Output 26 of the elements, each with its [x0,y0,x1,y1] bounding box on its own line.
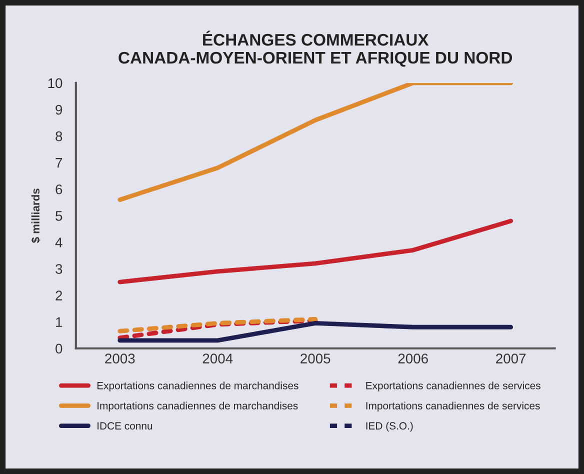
x-tick-label: 2006 [398,354,428,364]
y-tick-label: 2 [56,290,62,300]
chart-title: ÉCHANGES COMMERCIAUX CANADA-MOYEN-ORIENT ET AFRIQUE DU NORD [118,30,512,67]
y-tick-label: 4 [55,238,62,248]
legend-label: Importations canadiennes de services [366,402,540,412]
y-tick-label: 7 [56,158,62,168]
x-tick-label: 2005 [300,354,330,364]
x-tick-label: 2004 [202,354,233,364]
y-tick-label: 3 [56,264,62,274]
legend-label: IED (S.O.) [366,422,413,432]
y-tick-label: 6 [56,184,62,194]
y-tick-label: 5 [56,211,62,221]
y-tick-label: 9 [56,104,62,115]
legend-label: IDCE connu [98,422,152,430]
line-series [118,82,514,202]
legend-label: Importations canadiennes de marchandises [98,402,298,412]
y-tick-label: 1 [56,317,62,327]
y-tick-label: 8 [56,131,62,142]
y-tick-label: 0 [56,344,62,354]
x-tick-label: 2007 [496,354,526,364]
x-tick-label: 2003 [105,354,135,364]
legend-label: Exportations canadiennes de marchandises [97,382,298,392]
legend-label: Exportations canadiennes de services [366,382,540,392]
y-tick-label: 10 [48,78,62,88]
line-series [118,218,514,284]
y-axis-title: $ milliards [31,188,40,244]
